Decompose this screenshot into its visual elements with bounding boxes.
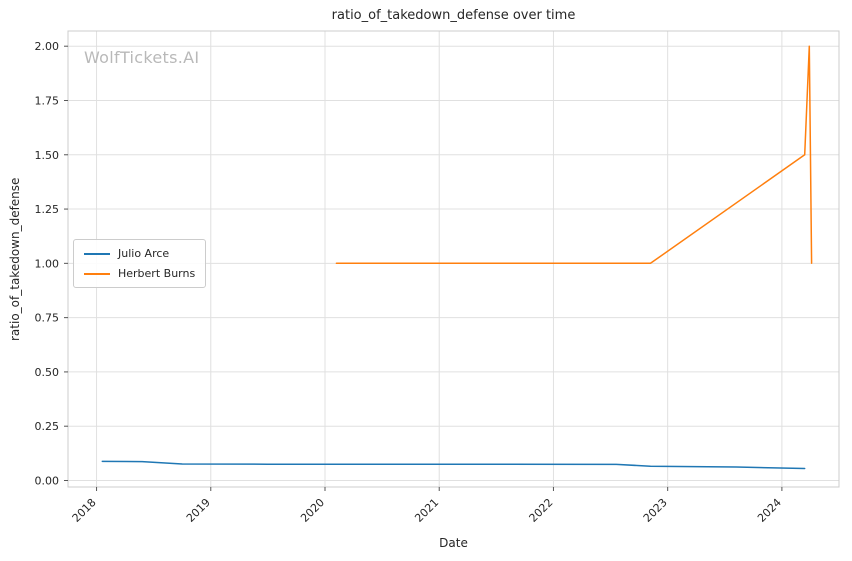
tick-marks (64, 45, 783, 491)
y-tick-labels: 0.00 0.25 0.50 0.75 1.00 1.25 1.50 1.75 2.00 (35, 40, 60, 487)
series-lines (101, 45, 813, 470)
y-axis-label: ratio_of_takedown_defense (8, 177, 22, 341)
y-tick-label: 0.25 (35, 420, 60, 433)
series-line-1 (335, 45, 813, 265)
legend: Julio Arce Herbert Burns (73, 239, 207, 288)
x-tick-labels: 2018 2019 2020 2021 2022 2023 2024 (70, 496, 784, 525)
legend-line-swatch (84, 272, 110, 275)
watermark: WolfTickets.AI (84, 48, 200, 67)
legend-item: Julio Arce (84, 247, 195, 260)
y-tick-label: 0.75 (35, 312, 60, 325)
chart-title: ratio_of_takedown_defense over time (331, 8, 576, 23)
x-tick-label: 2018 (70, 496, 99, 525)
y-tick-label: 1.00 (35, 257, 60, 270)
series-line-0 (101, 460, 806, 470)
y-tick-label: 0.50 (35, 366, 60, 379)
x-axis-label: Date (439, 536, 468, 550)
x-tick-label: 2022 (527, 496, 556, 525)
x-tick-label: 2024 (755, 496, 784, 525)
legend-label: Julio Arce (118, 247, 170, 260)
y-tick-label: 2.00 (35, 40, 60, 53)
x-tick-label: 2020 (298, 496, 327, 525)
legend-item: Herbert Burns (84, 267, 195, 280)
x-tick-label: 2019 (184, 496, 213, 525)
x-tick-label: 2021 (412, 496, 441, 525)
legend-line-swatch (84, 252, 110, 255)
legend-label: Herbert Burns (118, 267, 196, 280)
y-tick-label: 1.75 (35, 94, 60, 107)
y-tick-label: 1.50 (35, 149, 60, 162)
axes-border (67, 30, 840, 488)
y-tick-label: 1.25 (35, 203, 60, 216)
x-tick-label: 2023 (641, 496, 670, 525)
y-tick-label: 0.00 (35, 474, 60, 487)
